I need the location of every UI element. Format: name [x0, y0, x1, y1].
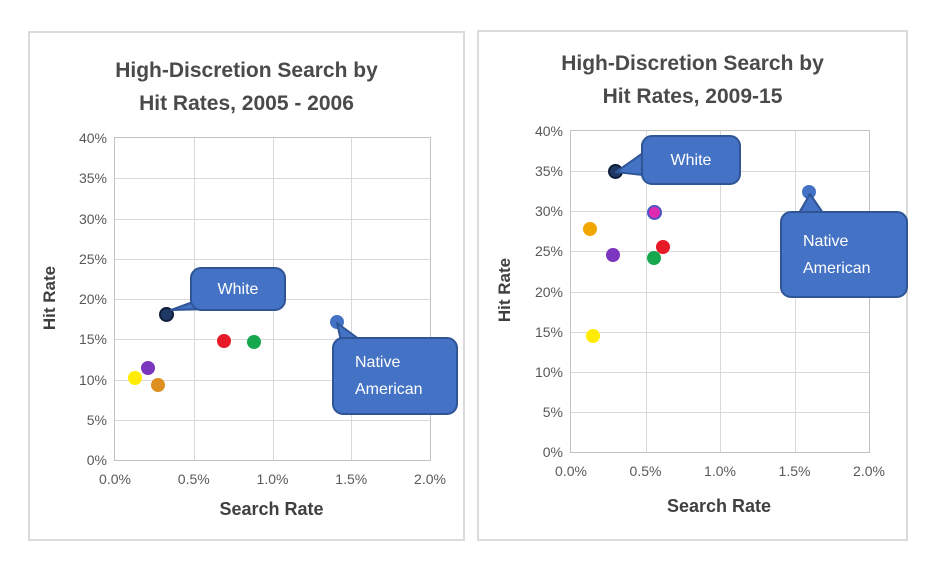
point-amber [583, 221, 598, 236]
x-tick-label: 2.0% [853, 463, 885, 479]
y-gridline [571, 371, 869, 373]
y-tick-label: 15% [78, 331, 107, 348]
callout-label: American [355, 381, 423, 398]
point-pink [646, 204, 662, 220]
plot-area: 0.0% 0.5% 1.0% 1.5% 2.0% 0% 5% 10% 15% 20% 25% 30% 3… [535, 123, 908, 479]
chart-card-2005-2006: High-Discretion Search by Hit Rates, 200… [28, 31, 465, 541]
chart-title-line2: Hit Rates, 2005 - 2006 [139, 91, 354, 115]
plot-area: 0.0% 0.5% 1.0% 1.5% 2.0% 0% 5% 10% 15% 20% 25% 30% 3… [79, 130, 458, 487]
callout-white: White [641, 135, 741, 185]
y-gridline [115, 379, 430, 381]
y-tick-label: 35% [534, 163, 563, 180]
x-tick-label: 0.5% [177, 471, 210, 487]
x-axis-title: Search Rate [666, 496, 772, 516]
point-native-american [802, 184, 817, 199]
y-tick-label: 10% [534, 363, 563, 380]
chart-title: High-Discretion Search by Hit Rates, 200… [30, 55, 463, 120]
y-tick-label: 30% [534, 203, 563, 220]
y-tick-label: 40% [534, 123, 563, 139]
y-gridline [115, 178, 430, 180]
chart-title-line2: Hit Rates, 2009-15 [602, 84, 783, 108]
callout-label: White [670, 151, 712, 169]
y-gridline [571, 331, 869, 333]
callout-native-american: Native American [332, 337, 458, 415]
y-tick-label: 25% [78, 250, 107, 267]
x-tick-label: 1.5% [778, 463, 811, 479]
point-red [656, 240, 671, 255]
x-tick-label: 0.0% [555, 463, 587, 479]
y-tick-label: 15% [534, 323, 563, 340]
y-gridline [571, 251, 869, 253]
callout-label: White [217, 280, 259, 298]
callout-label: Native [803, 232, 849, 250]
x-tick-label: 2.0% [414, 471, 446, 487]
x-tick-label: 1.0% [256, 471, 289, 487]
x-tick-label: 0.0% [99, 471, 131, 487]
chart-title: High-Discretion Search by Hit Rates, 200… [479, 48, 906, 113]
point-green [246, 334, 261, 349]
point-yellow [128, 370, 143, 385]
callout-native-american: Native American [780, 211, 908, 298]
point-yellow [586, 328, 601, 343]
y-gridline [571, 291, 869, 293]
y-tick-label: 5% [86, 411, 107, 428]
y-tick-label: 30% [78, 210, 107, 227]
y-gridline [571, 411, 869, 413]
x-tick-label: 1.5% [335, 471, 368, 487]
y-gridline [115, 218, 430, 220]
y-axis-title: Hit Rate [495, 257, 514, 323]
y-tick-label: 20% [534, 283, 563, 300]
y-tick-label: 10% [78, 371, 107, 388]
y-axis-title: Hit Rate [40, 265, 59, 331]
y-tick-label: 20% [78, 291, 107, 307]
x-tick-label: 0.5% [629, 463, 662, 479]
y-tick-label: 5% [542, 403, 563, 420]
point-green [647, 250, 662, 265]
chart-title-line1: High-Discretion Search by [561, 52, 824, 75]
y-gridline [115, 419, 430, 421]
chart-title-line1: High-Discretion Search by [115, 59, 378, 82]
y-tick-label: 0% [542, 444, 563, 460]
y-gridline [571, 211, 869, 213]
callout-label: American [803, 259, 871, 277]
y-tick-label: 35% [78, 170, 107, 187]
y-tick-label: 40% [78, 130, 107, 146]
point-purple [605, 248, 620, 263]
chart-card-2009-15: High-Discretion Search by Hit Rates, 200… [477, 30, 908, 541]
point-purple [141, 361, 156, 376]
y-tick-label: 0% [86, 452, 107, 468]
y-gridline [115, 339, 430, 341]
callout-label: Native [355, 354, 401, 371]
y-tick-label: 25% [534, 243, 563, 260]
x-tick-label: 1.0% [704, 463, 736, 479]
point-orange [150, 378, 165, 393]
point-red [216, 333, 231, 348]
y-gridline [115, 258, 430, 260]
callout-white: White [190, 267, 286, 311]
x-axis-title: Search Rate [219, 499, 324, 519]
